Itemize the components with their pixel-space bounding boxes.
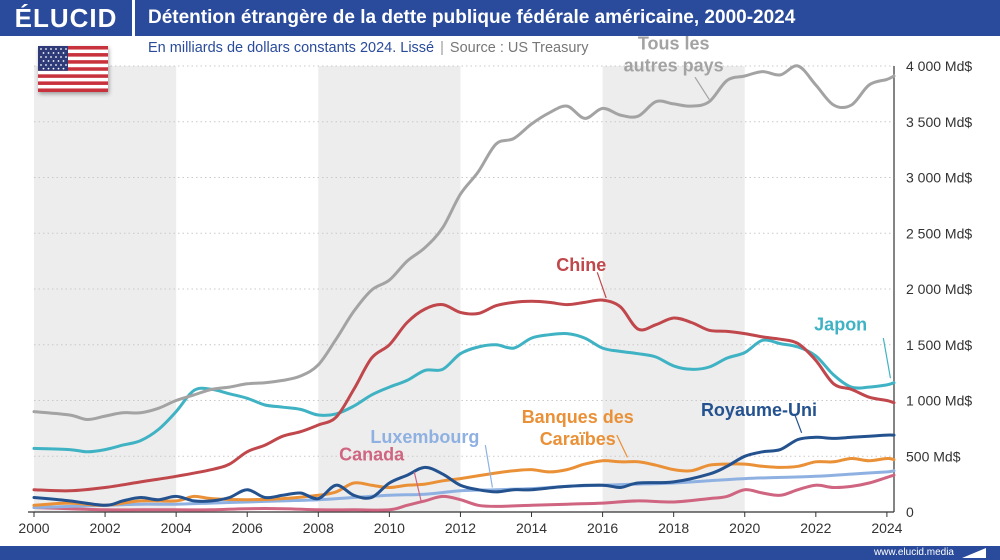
us-flag-icon <box>38 46 108 92</box>
y-tick-label: 3 000 Md$ <box>906 170 972 186</box>
footer-url[interactable]: www.elucid.media <box>873 547 954 558</box>
chart-subtitle: En milliards de dollars constants 2024. … <box>148 38 589 58</box>
shaded-period-band <box>34 66 177 512</box>
header-divider <box>132 0 135 36</box>
subtitle-source: Source : US Treasury <box>449 40 589 56</box>
x-tick-label: 2008 <box>303 520 334 536</box>
x-tick-label: 2002 <box>89 520 120 536</box>
x-tick-label: 2022 <box>800 520 831 536</box>
series-line-chine <box>32 298 896 493</box>
brand-mark-icon <box>962 548 986 558</box>
series-label-canada: Canada <box>339 445 405 465</box>
series-label-royaume-uni: Royaume-Uni <box>701 400 817 420</box>
x-tick-label: 2006 <box>232 520 263 536</box>
x-tick-label: 2000 <box>18 520 49 536</box>
x-tick-label: 2016 <box>587 520 618 536</box>
annotation-leader-japon <box>882 337 892 379</box>
series-label-banques-des-caraibes: Caraïbes <box>540 429 616 449</box>
series-label-luxembourg: Luxembourg <box>370 427 479 447</box>
brand-logo[interactable]: ÉLUCID <box>14 3 118 33</box>
y-tick-label: 1 500 Md$ <box>906 337 972 353</box>
y-tick-label: 1 000 Md$ <box>906 393 972 409</box>
series-label-japon: Japon <box>814 314 867 334</box>
series-label-tous-les-autres-pays: Tous les <box>638 33 710 53</box>
x-tick-label: 2010 <box>374 520 405 536</box>
series-label-chine: Chine <box>556 255 606 275</box>
header-bar: ÉLUCID Détention étrangère de la dette p… <box>0 0 1000 36</box>
annotation-leader-canada <box>413 471 422 503</box>
annotation-leader-royaume-uni <box>793 413 803 434</box>
series-line-canada <box>32 473 896 512</box>
series-line-banques-des-caraibes <box>32 456 896 507</box>
annotation-leader-luxembourg <box>484 445 494 488</box>
x-tick-label: 2024 <box>871 520 902 536</box>
y-tick-label: 2 000 Md$ <box>906 281 972 297</box>
chart-title: Détention étrangère de la dette publique… <box>148 7 796 28</box>
y-tick-label: 2 500 Md$ <box>906 225 972 241</box>
x-tick-label: 2020 <box>729 520 760 536</box>
series-line-tous-les-autres-pays <box>32 64 896 422</box>
annotation-leader-tous-les-autres-pays <box>694 76 710 100</box>
series-label-tous-les-autres-pays: autres pays <box>624 55 724 75</box>
series-label-banques-des-caraibes: Banques des <box>522 407 634 427</box>
shaded-period-band <box>318 66 461 512</box>
subtitle-units: En milliards de dollars constants 2024. … <box>148 40 435 56</box>
series-line-royaume-uni <box>32 433 896 507</box>
x-tick-label: 2018 <box>658 520 689 536</box>
series-line-japon <box>32 331 896 454</box>
y-tick-label: 0 <box>906 504 914 520</box>
footer-bar: www.elucid.media <box>0 546 1000 560</box>
y-tick-label: 4 000 Md$ <box>906 58 972 74</box>
annotation-leader-banques-des-caraibes <box>616 434 629 458</box>
y-tick-label: 500 Md$ <box>906 448 961 464</box>
subtitle-separator: | <box>440 40 444 56</box>
x-tick-label: 2004 <box>161 520 192 536</box>
x-tick-label: 2014 <box>516 520 547 536</box>
annotation-leader-chine <box>596 272 607 299</box>
y-tick-label: 3 500 Md$ <box>906 114 972 130</box>
x-tick-label: 2012 <box>445 520 476 536</box>
